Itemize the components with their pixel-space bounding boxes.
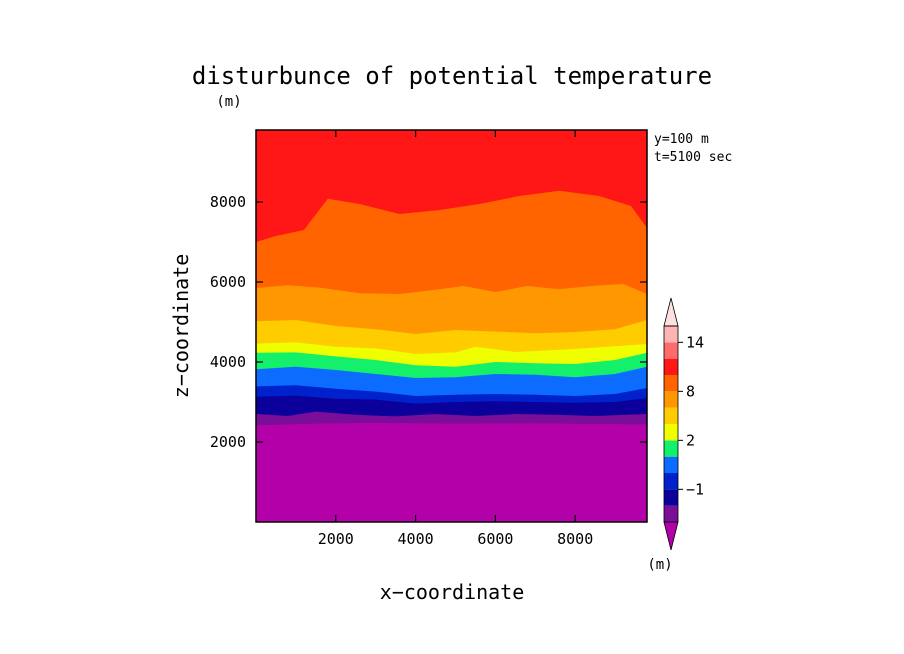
y-axis-ticks: 2000 4000 6000 8000 [210, 193, 647, 451]
colorbar-segment-10 [664, 342, 678, 359]
colorbar-under-triangle [663, 521, 679, 551]
colorbar-ticks: 14 8 2 −1 [678, 333, 704, 498]
chart-title: disturbunce of potential temperature [192, 62, 712, 90]
y-axis-unit: (m) [216, 94, 241, 110]
colorbar-segment-6 [664, 407, 678, 424]
contour-band-0 [256, 422, 647, 522]
colorbar-segment-3 [664, 456, 678, 473]
x-tick-label-2: 6000 [477, 530, 513, 548]
colorbar-segment-1 [664, 489, 678, 506]
contour-bands [256, 130, 647, 522]
colorbar-segment-0 [664, 505, 678, 522]
colorbar [663, 297, 679, 551]
colorbar-tick-label-1: 8 [686, 382, 695, 400]
colorbar-tick-label-3: −1 [686, 480, 704, 498]
colorbar-segment-9 [664, 358, 678, 375]
annotation-y-position: y=100 m [654, 132, 709, 147]
y-axis-label: z−coordinate [169, 254, 193, 399]
colorbar-segment-11 [664, 326, 678, 343]
x-axis-label: x−coordinate [380, 580, 525, 604]
plot-frame [255, 129, 648, 523]
colorbar-tick-label-2: 2 [686, 431, 695, 449]
annotation-time: t=5100 sec [654, 150, 732, 165]
x-tick-label-0: 2000 [318, 530, 354, 548]
x-axis-ticks: 2000 4000 6000 8000 [318, 130, 593, 548]
colorbar-unit: (m) [647, 557, 672, 573]
colorbar-segment-5 [664, 424, 678, 441]
y-tick-label-1: 4000 [210, 353, 246, 371]
colorbar-tick-label-0: 14 [686, 333, 704, 351]
y-tick-label-0: 2000 [210, 433, 246, 451]
colorbar-segment-8 [664, 375, 678, 392]
x-tick-label-3: 8000 [557, 530, 593, 548]
colorbar-frame [663, 325, 679, 523]
y-tick-label-2: 6000 [210, 273, 246, 291]
colorbar-segment-7 [664, 391, 678, 408]
colorbar-segment-2 [664, 473, 678, 490]
y-tick-label-3: 8000 [210, 193, 246, 211]
colorbar-segment-4 [664, 440, 678, 457]
x-tick-label-1: 4000 [398, 530, 434, 548]
colorbar-over-triangle [663, 297, 679, 327]
